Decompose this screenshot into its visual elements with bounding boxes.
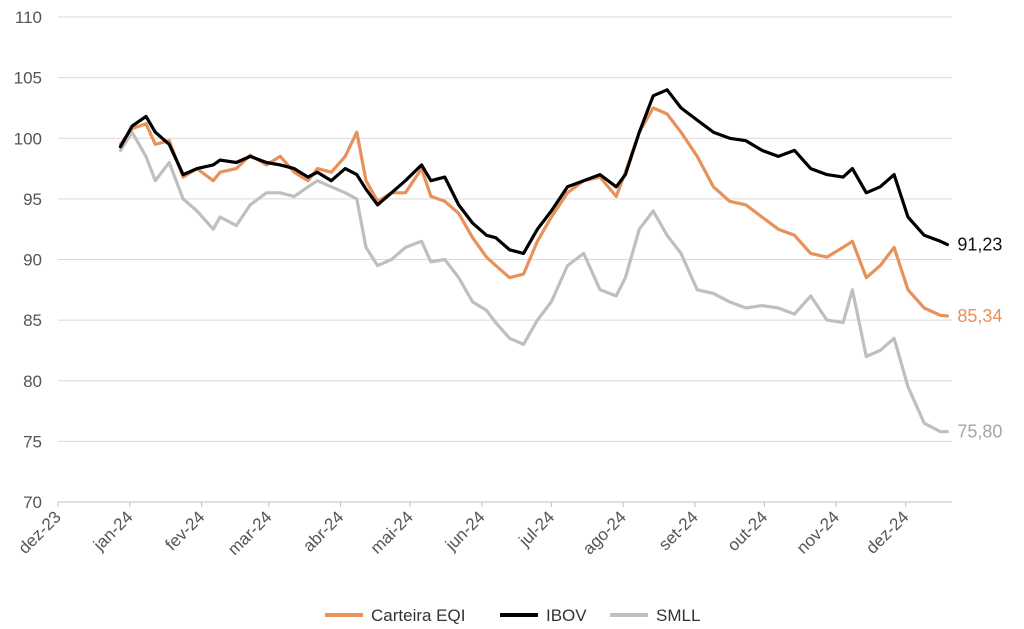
y-tick-label: 90 bbox=[23, 251, 42, 270]
x-tick-label: set-24 bbox=[655, 507, 702, 554]
series-lines bbox=[118, 88, 950, 434]
end-labels: 85,34 91,23 75,80 bbox=[957, 235, 1002, 442]
y-tick-label: 80 bbox=[23, 372, 42, 391]
x-tick-label: jul-24 bbox=[515, 507, 559, 551]
x-tick-label: abr-24 bbox=[299, 507, 347, 555]
series-line-smll bbox=[118, 130, 950, 434]
x-tick-label: jun-24 bbox=[441, 507, 489, 555]
series-line-ibov bbox=[118, 88, 950, 255]
end-value-label: 75,80 bbox=[957, 422, 1002, 442]
x-tick-label: dez-24 bbox=[862, 507, 912, 557]
y-tick-label: 95 bbox=[23, 190, 42, 209]
x-tick-label: out-24 bbox=[724, 507, 772, 555]
y-tick-label: 105 bbox=[14, 69, 42, 88]
x-tick-label: ago-24 bbox=[579, 507, 630, 558]
y-tick-label: 110 bbox=[15, 8, 42, 27]
x-axis: dez-23 jan-24 fev-24 mar-24 abr-24 mai-24 jun-… bbox=[15, 502, 913, 559]
x-tick-label: jan-24 bbox=[89, 507, 137, 555]
legend-label: Carteira EQI bbox=[371, 606, 465, 625]
legend-label: SMLL bbox=[656, 606, 700, 625]
legend: Carteira EQI IBOV SMLL bbox=[325, 606, 700, 625]
y-axis: 70 75 80 85 90 95 100 105 110 bbox=[14, 8, 42, 512]
y-tick-label: 70 bbox=[23, 493, 42, 512]
x-tick-label: mai-24 bbox=[367, 507, 417, 557]
x-tick-label: mar-24 bbox=[224, 507, 276, 559]
end-value-label: 91,23 bbox=[957, 235, 1002, 255]
y-tick-label: 75 bbox=[23, 432, 42, 451]
grid-lines bbox=[58, 16, 952, 503]
x-tick-label: fev-24 bbox=[162, 507, 209, 554]
y-tick-label: 85 bbox=[23, 311, 42, 330]
legend-label: IBOV bbox=[546, 606, 587, 625]
end-value-label: 85,34 bbox=[957, 306, 1002, 326]
y-tick-label: 100 bbox=[14, 129, 42, 148]
x-tick-label: dez-23 bbox=[15, 507, 65, 557]
x-tick-label: nov-24 bbox=[793, 507, 843, 557]
